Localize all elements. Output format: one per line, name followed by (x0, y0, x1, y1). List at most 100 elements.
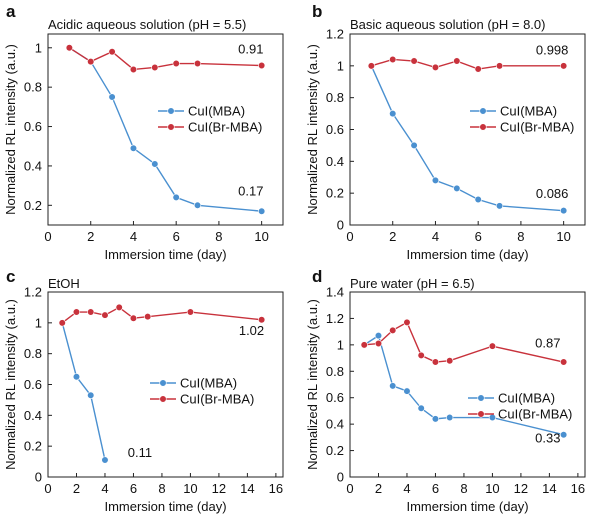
y-tick-label: 0.4 (326, 417, 344, 432)
data-point (410, 141, 418, 150)
x-tick-label: 4 (432, 229, 439, 244)
y-axis-label: Normalized RL intensity (a.u.) (3, 299, 18, 470)
legend-marker (477, 410, 485, 418)
x-tick-label: 12 (514, 481, 528, 496)
data-point (403, 318, 411, 326)
x-axis-label: Immersion time (day) (104, 247, 226, 262)
plot-frame (349, 291, 586, 478)
y-tick-label: 0.4 (24, 408, 42, 423)
data-point (258, 207, 266, 215)
series-line (68, 47, 262, 212)
data-point (101, 311, 109, 319)
data-point (144, 313, 152, 321)
data-point (560, 431, 568, 439)
data-point (186, 308, 195, 316)
data-point (374, 339, 383, 348)
series-line (370, 65, 564, 212)
x-tick-label: 0 (346, 229, 353, 244)
panel-c: c EtOH 0 2 4 6 8 10 12 14 16 0 0.2 0.4 0.6 0.8 1 1.2 Imm… (3, 267, 284, 514)
x-tick-label: 8 (215, 229, 222, 244)
panel-d: d Pure water (pH = 6.5) 0 2 4 6 8 10 12 14 16 0 0.… (305, 267, 586, 514)
data-point (65, 44, 73, 52)
value-annotation: 0.086 (536, 186, 569, 201)
panel-d-title: Pure water (pH = 6.5) (350, 276, 475, 291)
value-annotation: 0.11 (128, 445, 152, 460)
legend-marker (159, 395, 167, 403)
data-point (193, 201, 202, 209)
y-tick-label: 0.6 (24, 119, 42, 134)
y-tick-label: 1.2 (326, 27, 344, 42)
panel-c-plot: 0 2 4 6 8 10 12 14 16 0 0.2 0.4 0.6 0.8 1 1.2 Immersion … (3, 285, 284, 514)
x-tick-label: 2 (73, 481, 80, 496)
x-tick-label: 6 (130, 481, 137, 496)
legend-label: CuI(MBA) (498, 391, 555, 406)
x-tick-label: 4 (130, 229, 137, 244)
data-point (474, 65, 482, 73)
y-tick-label: 0.6 (24, 377, 42, 392)
x-tick-label: 8 (460, 481, 467, 496)
data-point (108, 48, 116, 56)
x-tick-label: 12 (212, 481, 226, 496)
legend-marker (479, 107, 487, 115)
y-tick-label: 1.4 (326, 285, 344, 300)
x-tick-label: 14 (542, 481, 556, 496)
data-point (389, 109, 397, 118)
panel-b-letter: b (312, 2, 322, 21)
data-point (446, 413, 454, 422)
x-tick-label: 2 (375, 481, 382, 496)
y-tick-label: 0.8 (326, 90, 344, 105)
value-annotation: 1.02 (239, 323, 264, 338)
data-point (151, 160, 159, 168)
data-point (488, 413, 497, 422)
data-point (403, 387, 411, 395)
legend-label: CuI(Br-MBA) (498, 407, 572, 422)
x-axis-label: Immersion time (day) (406, 499, 528, 514)
panel-c-letter: c (6, 267, 15, 286)
x-tick-label: 10 (556, 229, 570, 244)
y-tick-label: 0.8 (24, 80, 42, 95)
data-point (374, 332, 383, 340)
panel-d-plot: 0 2 4 6 8 10 12 14 16 0 0.2 0.4 0.6 0.8 1 1.2 1.4 Immersi… (305, 285, 586, 514)
data-point (410, 57, 418, 65)
data-point (417, 404, 425, 412)
data-point (453, 184, 461, 192)
y-tick-label: 0 (35, 470, 42, 485)
data-point (446, 357, 454, 365)
y-tick-label: 0.8 (24, 346, 42, 361)
series-line (68, 47, 262, 71)
data-point (72, 308, 81, 316)
y-axis-label: Normalized RL intensity (a.u.) (305, 299, 320, 470)
series-line (61, 322, 106, 461)
data-point (87, 308, 95, 316)
data-point (389, 326, 397, 334)
data-point (115, 303, 123, 312)
data-point (453, 57, 461, 65)
legend-label: CuI(MBA) (180, 376, 237, 391)
data-point (389, 382, 397, 390)
legend-label: CuI(Br-MBA) (188, 120, 262, 135)
y-tick-label: 0.8 (326, 364, 344, 379)
x-tick-label: 2 (389, 229, 396, 244)
y-tick-label: 1.2 (326, 311, 344, 326)
data-point (172, 193, 180, 202)
y-tick-label: 1 (35, 40, 42, 55)
legend-marker (159, 379, 167, 387)
data-point (58, 319, 66, 327)
x-tick-label: 10 (254, 229, 268, 244)
y-tick-label: 1 (337, 58, 344, 73)
x-tick-label: 10 (485, 481, 499, 496)
data-point (108, 93, 116, 101)
panel-c-title: EtOH (48, 276, 80, 291)
data-point (431, 415, 440, 423)
data-point (417, 351, 425, 360)
x-axis-label: Immersion time (day) (406, 247, 528, 262)
x-tick-label: 4 (403, 481, 410, 496)
legend-label: CuI(MBA) (188, 104, 245, 119)
x-tick-label: 6 (173, 229, 180, 244)
legend-marker (477, 394, 485, 402)
y-tick-label: 0.2 (24, 198, 42, 213)
data-point (172, 59, 180, 68)
x-tick-label: 10 (183, 481, 197, 496)
y-axis-label: Normalized RL intensity (a.u.) (3, 44, 18, 215)
